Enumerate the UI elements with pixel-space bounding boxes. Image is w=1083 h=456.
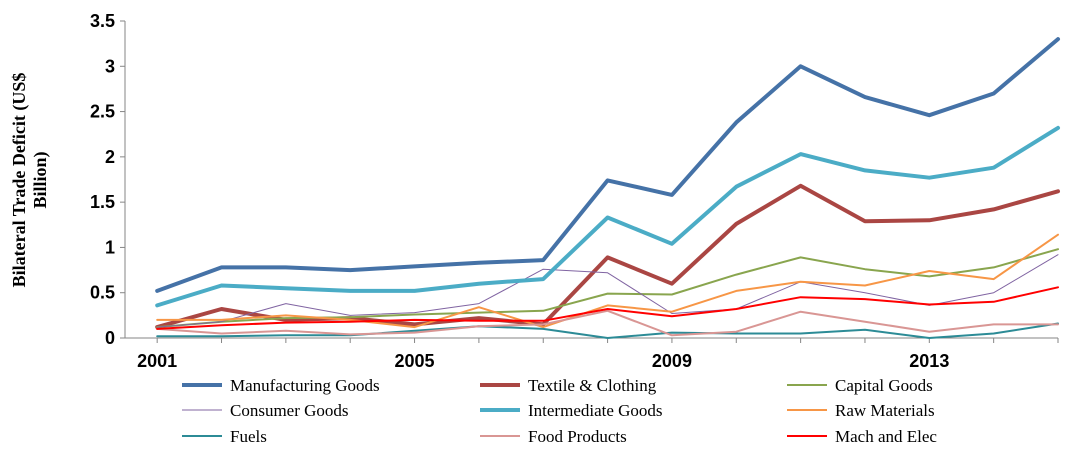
series-line-fuels [156, 322, 1059, 339]
legend-label: Manufacturing Goods [230, 376, 380, 395]
x-tick-label: 2013 [909, 351, 949, 371]
axes [124, 21, 1058, 339]
y-axis-label-line-2: Billion) [30, 151, 51, 208]
legend-item-raw-materials: Raw Materials [787, 401, 935, 420]
series-lines [155, 37, 1060, 339]
y-tick-label: 1 [105, 237, 115, 257]
legend-label: Intermediate Goods [528, 401, 663, 420]
y-tick-label: 0.5 [90, 283, 115, 303]
y-axis-label: Bilateral Trade Deficit (US$ Billion) [9, 73, 51, 288]
series-line-intermediate-goods [155, 125, 1060, 308]
y-axis-ticks: 0 0.5 1 1.5 2 2.5 3 3.5 [90, 11, 125, 348]
legend-item-food-products: Food Products [480, 427, 627, 446]
legend-label: Capital Goods [835, 376, 933, 395]
series-line-raw-materials [156, 233, 1059, 329]
legend-label: Food Products [528, 427, 627, 446]
y-tick-label: 2.5 [90, 102, 115, 122]
x-axis-ticks: 2001 2005 2009 2013 [137, 338, 1059, 371]
y-tick-label: 3 [105, 56, 115, 76]
series-line-consumer-goods [156, 254, 1059, 328]
series-line-mach-and-elec [156, 286, 1059, 330]
y-tick-label: 2 [105, 147, 115, 167]
legend-item-textile-clothing: Textile & Clothing [480, 376, 657, 395]
legend-label: Textile & Clothing [528, 376, 657, 395]
y-tick-label: 0 [105, 328, 115, 348]
legend-item-capital-goods: Capital Goods [787, 376, 933, 395]
legend: Manufacturing Goods Textile & Clothing Cap… [182, 376, 937, 446]
series-line-food-products [156, 309, 1059, 337]
series-line-textile-clothing [155, 183, 1060, 330]
x-tick-label: 2009 [652, 351, 692, 371]
legend-label: Fuels [230, 427, 267, 446]
legend-item-intermediate-goods: Intermediate Goods [480, 401, 663, 420]
y-tick-label: 1.5 [90, 192, 115, 212]
legend-item-mach-and-elec: Mach and Elec [787, 427, 937, 446]
legend-label: Mach and Elec [835, 427, 937, 446]
legend-item-consumer-goods: Consumer Goods [182, 401, 349, 420]
series-line-manufacturing-goods [155, 37, 1060, 293]
legend-item-manufacturing-goods: Manufacturing Goods [182, 376, 380, 395]
y-axis-label-line-1: Bilateral Trade Deficit (US$ [9, 73, 30, 288]
legend-label: Consumer Goods [230, 401, 349, 420]
x-tick-label: 2005 [395, 351, 435, 371]
legend-item-fuels: Fuels [182, 427, 267, 446]
legend-label: Raw Materials [835, 401, 935, 420]
x-tick-label: 2001 [137, 351, 177, 371]
y-tick-label: 3.5 [90, 11, 115, 31]
